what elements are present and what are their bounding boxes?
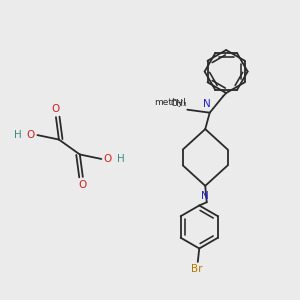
Text: O: O: [27, 130, 35, 140]
Text: O: O: [52, 103, 60, 114]
Text: CH₃: CH₃: [170, 99, 187, 108]
Text: N: N: [201, 191, 209, 201]
Text: methyl: methyl: [154, 98, 186, 107]
Text: O: O: [79, 181, 87, 190]
Text: H: H: [117, 154, 125, 164]
Text: N: N: [203, 99, 211, 109]
Text: H: H: [14, 130, 22, 140]
Text: Br: Br: [190, 264, 202, 274]
Text: O: O: [104, 154, 112, 164]
